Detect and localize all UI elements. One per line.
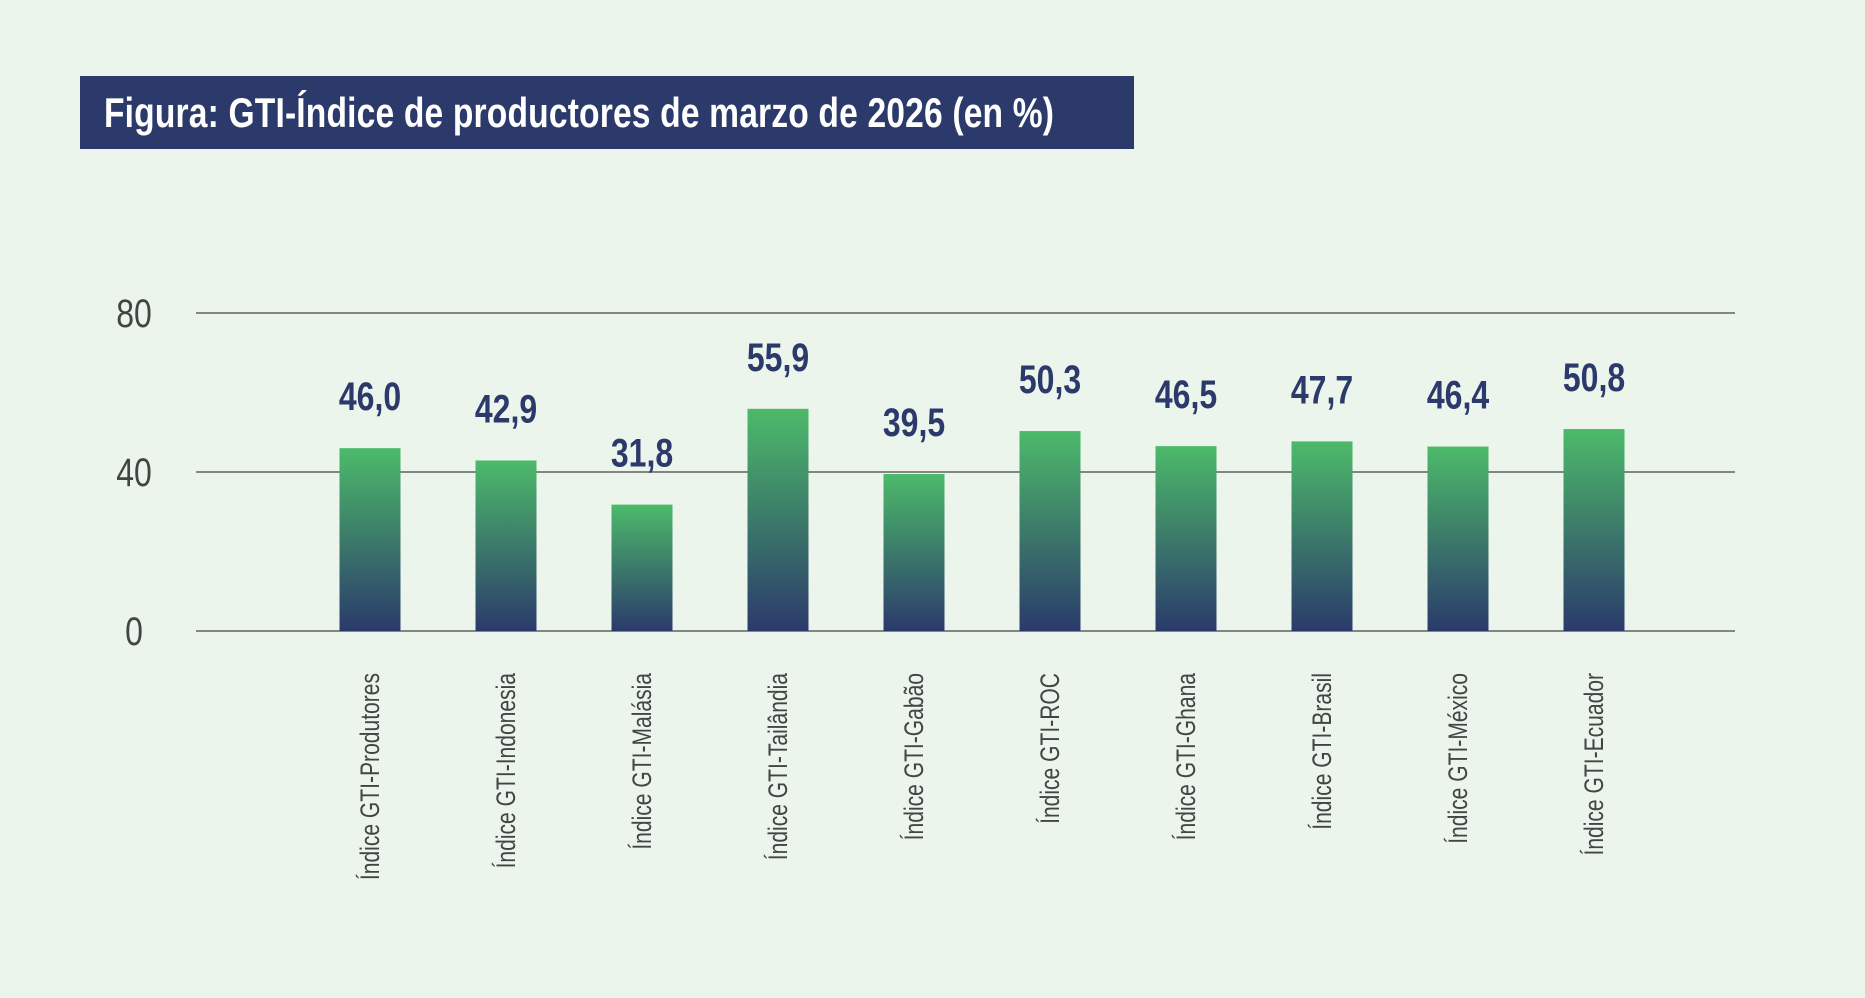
y-tick-label: 0: [125, 609, 143, 654]
data-label: 47,7: [1291, 367, 1353, 412]
data-label: 50,8: [1563, 355, 1625, 400]
x-tick-label: Índice GTI-ROC: [1036, 673, 1066, 824]
data-label: 31,8: [611, 430, 673, 475]
bar: [883, 473, 945, 631]
data-label: 46,4: [1427, 372, 1489, 417]
bar: [1291, 441, 1353, 631]
x-tick-label: Índice GTI-México: [1444, 673, 1474, 844]
x-tick-label: Índice GTI-Ecuador: [1580, 673, 1610, 856]
x-tick-label: Índice GTI-Malásia: [628, 673, 658, 850]
x-tick-label: Índice GTI-Produtores: [356, 673, 386, 880]
x-tick-label: Índice GTI-Indonesia: [492, 673, 522, 869]
data-label: 50,3: [1019, 357, 1081, 402]
bar: [1563, 429, 1625, 631]
bar: [1155, 446, 1217, 631]
data-label: 39,5: [883, 400, 945, 445]
bar: [339, 448, 401, 631]
bar: [747, 408, 809, 631]
data-label: 42,9: [475, 386, 537, 431]
chart-title-box: Figura: GTI-Índice de productores de mar…: [80, 76, 1134, 149]
y-tick-label: 80: [116, 291, 152, 336]
data-label: 46,0: [339, 374, 401, 419]
x-tick-label: Índice GTI-Gabão: [900, 673, 930, 840]
data-label: 46,5: [1155, 372, 1217, 417]
x-tick-label: Índice GTI-Ghana: [1172, 673, 1202, 841]
y-tick-label: 40: [116, 450, 152, 495]
bar: [475, 460, 537, 631]
x-tick-label: Índice GTI-Tailândia: [764, 673, 794, 861]
data-label: 55,9: [747, 334, 809, 379]
bar: [1019, 431, 1081, 631]
bar: [611, 504, 673, 631]
x-tick-label: Índice GTI-Brasil: [1308, 673, 1338, 830]
chart-title: Figura: GTI-Índice de productores de mar…: [104, 88, 1055, 136]
bar: [1427, 446, 1489, 631]
